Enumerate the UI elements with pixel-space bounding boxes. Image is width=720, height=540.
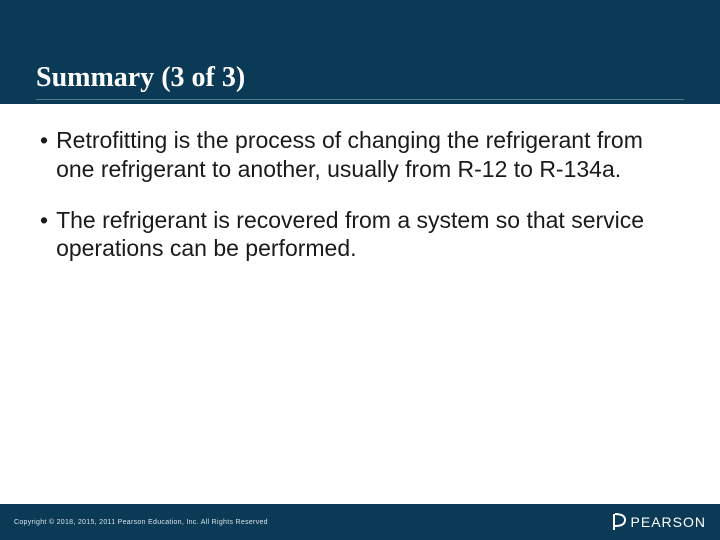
bullet-text: The refrigerant is recovered from a syst… (56, 206, 680, 264)
bullet-marker: • (40, 126, 48, 184)
copyright-text: Copyright © 2018, 2015, 2011 Pearson Edu… (14, 519, 268, 526)
slide-header: Summary (3 of 3) (0, 0, 720, 104)
slide-content: • Retrofitting is the process of changin… (0, 104, 720, 263)
brand-text: PEARSON (631, 514, 706, 530)
brand: PEARSON (611, 512, 706, 532)
bullet-item: • Retrofitting is the process of changin… (40, 126, 680, 184)
title-underline (36, 99, 684, 100)
bullet-text: Retrofitting is the process of changing … (56, 126, 680, 184)
slide-title: Summary (3 of 3) (36, 62, 245, 94)
pearson-logo-icon (611, 512, 627, 532)
slide-footer: Copyright © 2018, 2015, 2011 Pearson Edu… (0, 504, 720, 540)
bullet-marker: • (40, 206, 48, 264)
bullet-item: • The refrigerant is recovered from a sy… (40, 206, 680, 264)
